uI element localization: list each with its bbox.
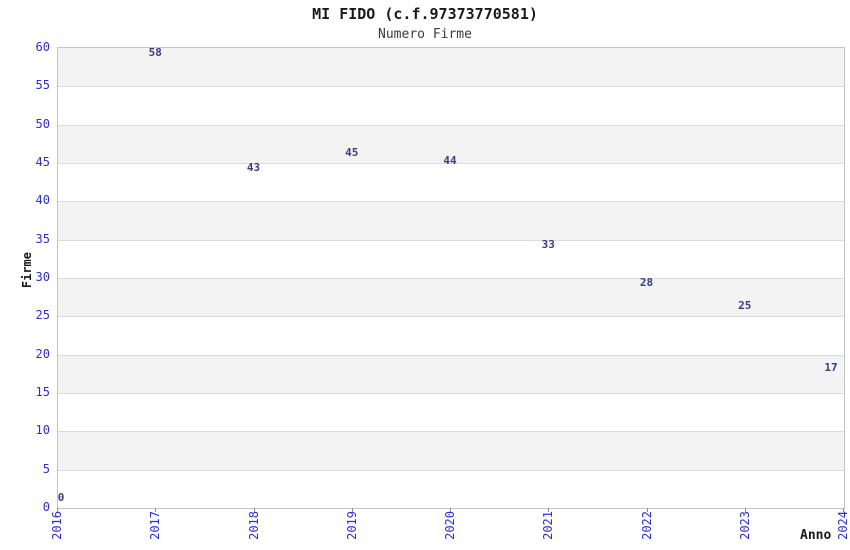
- data-label: 33: [541, 238, 555, 251]
- gridline: [58, 278, 844, 279]
- data-label: 43: [246, 161, 261, 175]
- plot-band: [58, 201, 844, 240]
- y-tick-label: 45: [35, 155, 50, 169]
- plot-band: [58, 163, 844, 202]
- chart-title: MI FIDO (c.f.97373770581): [312, 5, 538, 23]
- plot-band: [58, 431, 844, 470]
- y-tick-label: 5: [42, 461, 50, 476]
- data-label: 45: [345, 146, 359, 159]
- x-axis-title: Anno: [800, 528, 832, 543]
- x-tick-mark: [155, 508, 157, 512]
- plot-band: [58, 86, 844, 125]
- plot-band: [58, 354, 844, 393]
- x-tick-label: 2022: [639, 511, 654, 540]
- gridline: [58, 431, 844, 433]
- chart-subtitle: Numero Firme: [378, 27, 472, 42]
- x-tick-label: 2020: [443, 511, 457, 540]
- y-tick-label: 30: [35, 270, 50, 284]
- plot-band: [58, 316, 844, 355]
- gridline: [58, 239, 844, 241]
- y-tick-label: 50: [35, 116, 50, 131]
- plot-band: [58, 239, 844, 278]
- y-tick-label: 0: [42, 500, 50, 514]
- y-tick-label: 10: [35, 423, 50, 438]
- y-tick-label: 15: [35, 385, 50, 399]
- plot-band: [58, 278, 844, 317]
- plot-band: [58, 48, 844, 87]
- y-tick-label: 40: [35, 193, 50, 208]
- x-tick-label: 2024: [836, 511, 850, 540]
- gridline: [58, 354, 844, 356]
- x-tick-label: 2023: [737, 511, 752, 540]
- data-label: 0: [57, 491, 65, 504]
- x-tick-mark: [843, 508, 844, 512]
- gridline: [58, 316, 844, 318]
- gridline: [58, 469, 844, 471]
- data-label: 58: [148, 46, 162, 60]
- x-tick-mark: [450, 508, 451, 512]
- x-tick-mark: [253, 508, 255, 512]
- gridline: [58, 86, 844, 88]
- data-label: 25: [738, 299, 752, 313]
- gridline: [58, 201, 844, 203]
- x-tick-label: 2018: [246, 511, 261, 540]
- y-tick-label: 55: [35, 78, 50, 93]
- gridline: [58, 393, 844, 394]
- data-label: 17: [824, 360, 838, 374]
- data-label: 28: [639, 276, 654, 290]
- x-tick-mark: [646, 508, 648, 512]
- plot-area: [57, 47, 845, 509]
- plot-band: [58, 124, 844, 163]
- x-tick-mark: [57, 508, 58, 512]
- x-tick-mark: [548, 508, 550, 512]
- plot-band: [58, 469, 844, 508]
- data-label: 44: [443, 153, 457, 167]
- y-tick-label: 25: [35, 308, 50, 323]
- y-tick-label: 20: [35, 346, 50, 361]
- x-tick-mark: [744, 508, 746, 512]
- x-tick-label: 2021: [541, 511, 556, 540]
- y-tick-label: 35: [35, 231, 50, 246]
- x-tick-label: 2017: [148, 511, 163, 540]
- x-tick-label: 2016: [50, 511, 64, 540]
- x-tick-mark: [351, 508, 353, 512]
- gridline: [58, 163, 844, 164]
- x-tick-label: 2019: [344, 511, 359, 540]
- y-tick-label: 60: [35, 40, 50, 54]
- plot-band: [58, 393, 844, 432]
- gridline: [58, 124, 844, 126]
